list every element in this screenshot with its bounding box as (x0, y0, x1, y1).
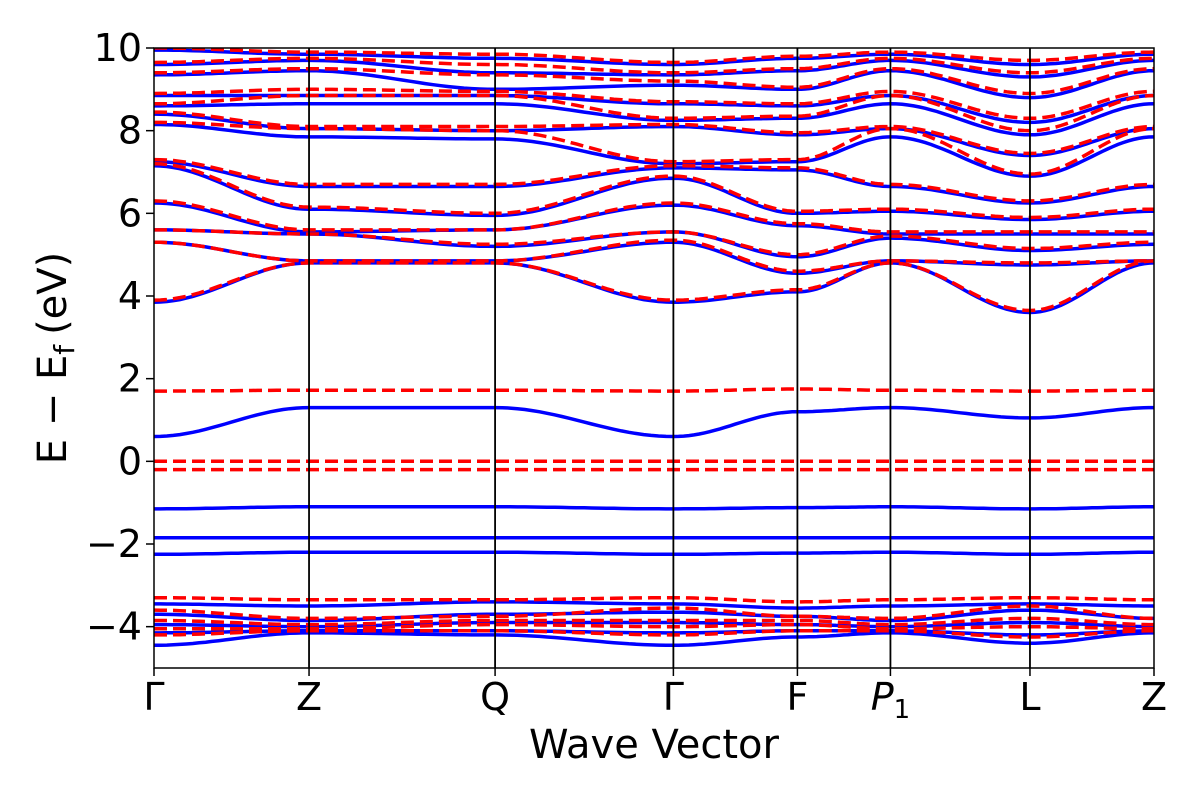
dashed-band-11 (154, 199, 1154, 234)
solid-band-1 (154, 505, 1154, 511)
dashed-band-17 (154, 87, 1154, 121)
dashed-band-19 (154, 56, 1154, 75)
solid-band-0 (154, 405, 1154, 439)
x-tick-label: F (786, 675, 808, 719)
y-axis-title-subscript: f (48, 344, 81, 355)
y-axis-title-main: E − E (30, 355, 76, 465)
solid-band-6 (154, 620, 1154, 629)
x-tick-label: Z (1141, 675, 1167, 719)
solid-band-15 (154, 122, 1154, 178)
dashed-band-12 (154, 161, 1154, 220)
solid-band-4 (154, 600, 1154, 610)
y-axis-title-unit: (eV) (30, 252, 76, 335)
y-tick-label: 6 (118, 191, 142, 235)
x-tick-label: Z (296, 675, 322, 719)
y-tick-label: 0 (118, 439, 142, 483)
dashed-band-18 (154, 66, 1154, 96)
solid-band-13 (154, 164, 1154, 222)
x-tick-label: L (1019, 675, 1040, 719)
x-tick-label: P1 (871, 675, 910, 725)
solid-band-17 (154, 102, 1154, 137)
dashed-band-0 (154, 387, 1154, 393)
solid-band-14 (154, 159, 1154, 205)
solid-band-8 (154, 631, 1154, 648)
y-tick-label: 10 (94, 26, 142, 70)
x-tick-label: Q (480, 675, 510, 719)
y-tick-label: 4 (118, 274, 142, 318)
dashed-band-15 (154, 110, 1154, 156)
y-tick-label: 2 (118, 357, 142, 401)
dashed-band-16 (154, 93, 1154, 133)
solid-band-19 (154, 68, 1154, 100)
x-axis-title: Wave Vector (529, 722, 780, 768)
dashed-band-10 (154, 228, 1154, 257)
y-axis: 10 8 6 4 2 0 −2 −4 (86, 26, 154, 649)
high-symmetry-lines (308, 48, 1031, 668)
solid-band-18 (154, 93, 1154, 125)
band-lines (154, 48, 1154, 648)
plot-frame (153, 47, 1155, 669)
y-tick-label: −4 (86, 605, 142, 649)
solid-band-5 (154, 608, 1154, 623)
solid-band-16 (154, 112, 1154, 158)
dashed-band-13 (154, 157, 1154, 203)
x-tick-label: Γ (663, 675, 684, 719)
solid-band-12 (154, 201, 1154, 236)
dashed-band-20 (154, 48, 1154, 65)
solid-band-21 (154, 48, 1154, 67)
dashed-band-7 (154, 629, 1154, 639)
dashed-band-5 (154, 616, 1154, 627)
dashed-band-4 (154, 604, 1154, 621)
solid-band-20 (154, 58, 1154, 79)
x-axis: Γ Z Q Γ F P1 L Z (143, 668, 1167, 725)
solid-band-3 (154, 550, 1154, 557)
dashed-band-9 (154, 238, 1154, 273)
y-axis-title: E − Ef (eV) (30, 252, 81, 465)
dashed-band-6 (154, 622, 1154, 631)
solid-band-11 (154, 228, 1154, 259)
x-tick-label: Γ (143, 675, 164, 719)
solid-band-10 (154, 240, 1154, 276)
y-tick-label: 8 (118, 109, 142, 153)
y-tick-label: −2 (86, 522, 142, 566)
dashed-band-3 (154, 595, 1154, 604)
dashed-band-8 (154, 259, 1154, 313)
